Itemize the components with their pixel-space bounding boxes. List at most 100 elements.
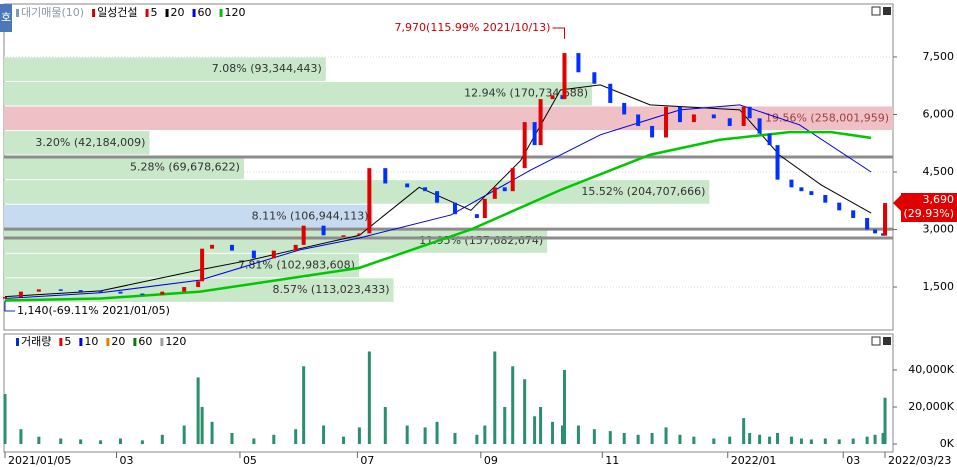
candle [823, 194, 828, 203]
profile-label: 15.52% (204,707,666) [581, 185, 705, 198]
candle [160, 291, 165, 295]
volume-bar [118, 438, 122, 445]
candle [538, 99, 543, 146]
candle [182, 287, 187, 292]
legend-swatch [133, 338, 137, 346]
volume-bar [742, 418, 746, 445]
x-tick-label: 05 [243, 454, 257, 467]
minimize-button[interactable] [871, 6, 881, 16]
legend-label: 대기매물(10) [21, 6, 84, 19]
volume-bar [865, 436, 869, 445]
volume-bar [664, 427, 668, 445]
candle [357, 233, 362, 236]
y-tick-label: 3,000 [923, 223, 955, 236]
volume-bar [367, 351, 371, 445]
candle [799, 187, 804, 192]
legend-swatch [92, 9, 96, 17]
legend-label: 일성건설 [97, 5, 137, 19]
minimize-button[interactable] [871, 336, 881, 346]
volume-bar [99, 440, 103, 445]
volume-bar [712, 438, 716, 445]
side-button[interactable] [0, 4, 12, 32]
candle [747, 106, 752, 119]
legend-swatch [59, 338, 63, 346]
volume-bar [799, 438, 803, 445]
volume-bar [475, 434, 479, 445]
volume-bar [560, 425, 564, 445]
legend-label: 20 [171, 6, 185, 19]
y-tick-label: 1,500 [923, 280, 955, 293]
volume-bar [748, 432, 752, 445]
volume-bar [59, 438, 63, 445]
candle [502, 187, 507, 192]
legend-label: 20 [111, 335, 125, 348]
candle [837, 202, 842, 211]
profile-band [4, 229, 548, 253]
legend-swatch [219, 9, 223, 17]
profile-label: 5.28% (69,678,622) [130, 160, 240, 173]
candle [562, 53, 567, 100]
candle [140, 293, 145, 296]
volume-bar [483, 425, 487, 445]
legend-label: 120 [225, 6, 246, 19]
candle [383, 168, 388, 184]
volume-bar [200, 407, 204, 445]
volume-bar [533, 416, 537, 445]
profile-label: 8.11% (106,944,113) [252, 209, 369, 222]
volume-bar [539, 407, 543, 445]
x-tick-label: 2022/01 [731, 454, 777, 467]
candle [229, 244, 234, 251]
candle [883, 203, 888, 236]
x-tick-label: 2022/03/23 [888, 454, 951, 467]
volume-bar [636, 434, 640, 445]
profile-label: 3.20% (42,184,009) [35, 136, 145, 149]
legend-label: 60 [138, 335, 152, 348]
candle [423, 187, 428, 192]
candle [321, 225, 326, 236]
candle [452, 202, 457, 215]
candle [200, 248, 205, 282]
candle [251, 250, 256, 259]
volume-bar [728, 436, 732, 445]
close-button[interactable] [883, 337, 891, 345]
last-price-box [893, 193, 957, 223]
profile-band [4, 278, 394, 302]
low-marker [4, 300, 15, 312]
candle [210, 244, 215, 249]
legend-swatch [79, 338, 83, 346]
legend-label: 120 [165, 335, 186, 348]
candle [608, 83, 613, 103]
volume-bar [37, 436, 41, 445]
side-button-label: 호 [1, 11, 11, 24]
profile-band [4, 253, 359, 278]
legend-swatch [160, 338, 164, 346]
candle [664, 106, 669, 138]
volume-bar [881, 432, 885, 445]
volume-bar [210, 421, 214, 445]
volume-bar [341, 436, 345, 445]
candle [482, 198, 487, 219]
candle [550, 95, 555, 100]
volume-bar [3, 394, 7, 445]
profile-label: 7.81% (102,983,608) [238, 259, 355, 272]
volume-bar [576, 425, 580, 445]
volume-bar [789, 436, 793, 445]
volume-bar [493, 351, 497, 445]
volume-bar [357, 427, 361, 445]
volume-bar [196, 377, 200, 445]
volume-panel [3, 333, 894, 453]
close-button[interactable] [883, 7, 891, 15]
window-buttons [871, 6, 891, 346]
volume-bar [873, 434, 877, 445]
profile-label: 8.57% (113,023,433) [272, 283, 389, 296]
candle [711, 114, 716, 119]
candle [592, 72, 597, 84]
last-price: 3,690 [923, 193, 955, 206]
volume-bar [294, 429, 298, 445]
volume-bar [883, 397, 887, 445]
volume-bar [823, 438, 827, 445]
candle [757, 118, 762, 134]
candle [865, 218, 870, 230]
candle [301, 225, 306, 245]
volume-bar [551, 421, 555, 445]
